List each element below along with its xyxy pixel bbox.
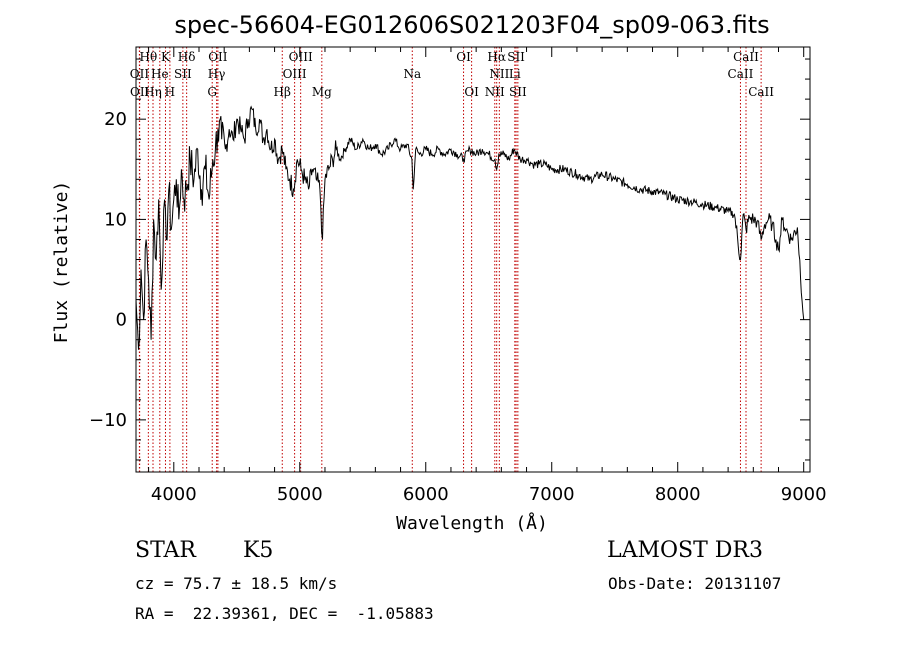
spectrum-series-line xyxy=(135,105,805,350)
spectral-line-label: H xyxy=(165,85,175,99)
spectral-line-label: SII xyxy=(507,50,525,64)
spectral-line-label: Mg xyxy=(312,85,332,99)
spectral-line-label: Hα xyxy=(487,50,506,64)
spectral-line-label: Hγ xyxy=(208,67,226,81)
redshift-cz: cz = 75.7 ± 18.5 km/s xyxy=(135,574,338,593)
spectral-line-label: SII xyxy=(174,67,192,81)
spectral-line-label: SII xyxy=(509,85,527,99)
spectral-line-label: OI xyxy=(464,85,479,99)
spectral-line-label: Na xyxy=(403,67,421,81)
object-subclass: K5 xyxy=(243,538,274,563)
y-axis: −10 0 10 20 xyxy=(89,58,810,461)
x-tick-label: 8000 xyxy=(655,484,701,505)
x-axis-label: Wavelength (Å) xyxy=(396,512,548,534)
observation-date: Obs-Date: 20131107 xyxy=(608,574,782,593)
chart-title: spec-56604-EG012606S021203F04_sp09-063.f… xyxy=(174,11,769,39)
spectral-line-label: Hθ xyxy=(139,50,157,64)
x-tick-label: 6000 xyxy=(403,484,449,505)
spectral-line-label: NII xyxy=(485,85,505,99)
object-class: STAR xyxy=(135,538,196,563)
y-tick-label: −10 xyxy=(89,410,127,431)
spectral-line-label: CaII xyxy=(728,67,754,81)
spectral-line-label: Hδ xyxy=(178,50,196,64)
y-tick-label: 10 xyxy=(104,209,127,230)
spectral-line-label: OI xyxy=(456,50,471,64)
spectral-line-label: Li xyxy=(509,67,521,81)
spectral-line-label: Hη xyxy=(144,85,162,99)
x-tick-label: 7000 xyxy=(529,484,575,505)
spectral-line-label: K xyxy=(161,50,171,64)
y-tick-label: 20 xyxy=(104,109,127,130)
spectral-line-label: He xyxy=(151,67,169,81)
spectral-line-label: Hβ xyxy=(274,85,291,99)
spectral-line-label: NII xyxy=(489,67,509,81)
spectral-line-label: OIII xyxy=(283,67,307,81)
x-tick-label: 9000 xyxy=(781,484,827,505)
survey-name: LAMOST DR3 xyxy=(607,538,763,563)
y-tick-label: 0 xyxy=(116,310,127,331)
y-axis-label: Flux (relative) xyxy=(51,181,72,344)
spectral-line-label: OII xyxy=(130,85,150,99)
x-tick-label: 4000 xyxy=(151,484,197,505)
spectral-line-label: OII xyxy=(208,50,228,64)
spectral-line-label: CaII xyxy=(748,85,774,99)
ra-dec-coordinates: RA = 22.39361, DEC = -1.05883 xyxy=(135,604,434,623)
x-tick-label: 5000 xyxy=(277,484,323,505)
spectral-line-label: OII xyxy=(130,67,150,81)
spectral-line-label: OIII xyxy=(289,50,313,64)
spectral-line-label: G xyxy=(207,85,217,99)
x-axis: 4000 5000 6000 7000 8000 9000 xyxy=(148,47,827,505)
plot-frame xyxy=(135,46,811,473)
spectral-line-label: CaII xyxy=(733,50,759,64)
spectral-line-markers xyxy=(138,47,762,472)
